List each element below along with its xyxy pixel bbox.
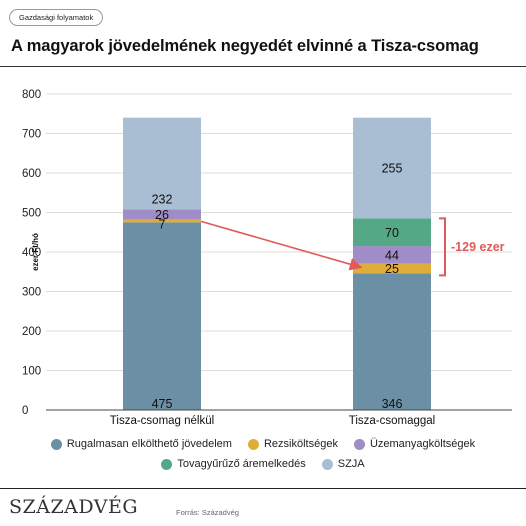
data-label: 25 [385,262,399,276]
y-tick-label: 0 [22,405,28,417]
y-tick-label: 500 [22,208,41,220]
bar-segment-1-2 [353,246,431,264]
brand-logo[interactable]: SZÁZADVÉG [9,496,139,518]
bar-segment-0-1 [123,219,201,223]
title-divider [0,66,526,67]
y-tick-label: 800 [22,89,41,101]
y-tick-label: 200 [22,326,41,338]
y-tick-label: 700 [22,129,41,141]
y-tick-label: 300 [22,287,41,299]
legend: Rugalmasan elkölthető jövedelem Rezsiköl… [0,434,526,474]
bar-segment-1-4 [353,117,431,219]
legend-label: SZJA [337,458,365,470]
legend-label: Rugalmasan elkölthető jövedelem [66,438,232,450]
data-label: 70 [385,226,399,240]
y-tick-label: 400 [22,247,41,259]
bar-segment-1-0 [353,273,431,410]
y-axis-label: ezer Ft/hó [31,233,40,271]
data-label: 475 [152,397,173,411]
bar-segment-1-3 [353,218,431,247]
data-label: 7 [159,217,166,231]
bar-segment-0-2 [123,209,201,220]
data-label: 346 [382,397,403,411]
legend-item-rugalmasan: Rugalmasan elkölthető jövedelem [50,438,232,450]
topic-tag[interactable]: Gazdasági folyamatok [9,9,104,26]
x-tick-label: Tisza-csomaggal [349,415,436,427]
bar-segment-0-4 [123,117,201,210]
legend-swatch [353,438,365,450]
legend-row-1: Rugalmasan elkölthető jövedelem Rezsiköl… [0,434,526,454]
data-label: 232 [152,192,173,206]
y-tick-label: 600 [22,168,41,180]
legend-swatch [161,458,173,470]
chart-title: A magyarok jövedelmének negyedét elvinné… [11,37,479,55]
difference-annotation: -129 ezer [451,240,505,254]
legend-label: Tovagyűrűző áremelkedés [177,458,306,470]
bar-segment-1-1 [353,263,431,274]
legend-swatch [50,438,62,450]
data-label: 44 [385,248,399,262]
legend-label: Rezsiköltségek [263,438,338,450]
bar-segment-0-0 [123,222,201,410]
legend-swatch [321,458,333,470]
legend-item-rezsi: Rezsiköltségek [247,438,338,450]
legend-item-uzemanyag: Üzemanyagköltségek [353,438,476,450]
y-tick-label: 100 [22,366,41,378]
legend-swatch [247,438,259,450]
data-label: 255 [382,162,403,176]
data-label: 26 [155,208,169,222]
difference-bracket [439,217,446,277]
source-note: Forrás: Századvég [176,508,239,517]
footer-divider [0,488,526,489]
legend-item-tovagyuruzo: Tovagyűrűző áremelkedés [161,458,306,470]
difference-arrow [200,220,363,271]
legend-label: Üzemanyagköltségek [369,438,476,450]
x-tick-label: Tisza-csomag nélkül [110,415,214,427]
legend-item-szja: SZJA [321,458,365,470]
legend-row-2: Tovagyűrűző áremelkedés SZJA [0,454,526,474]
